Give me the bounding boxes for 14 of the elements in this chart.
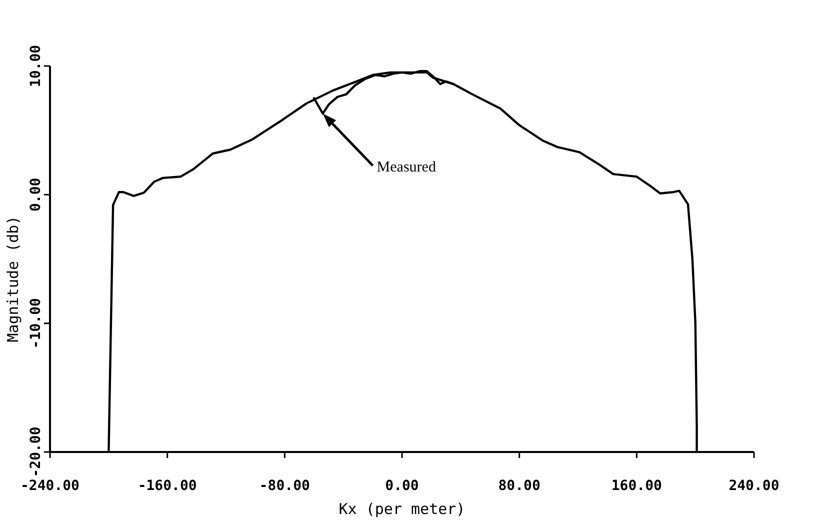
y-tick-label: 10.00: [28, 44, 44, 88]
x-axis-title: Kx (per meter): [338, 500, 466, 518]
y-axis-title: Magnitude (db): [4, 216, 22, 342]
x-tick-label: 0.00: [385, 478, 419, 494]
y-tick-label: -10.00: [28, 298, 44, 349]
y-tick-label: -20.00: [28, 426, 44, 478]
x-tick-label: -240.00: [20, 478, 80, 494]
x-tick-label: 240.00: [728, 478, 780, 494]
x-tick-label: 160.00: [611, 478, 662, 494]
annotation: Measured: [376, 160, 436, 176]
y-tick-label: 0.00: [28, 178, 44, 212]
x-tick-label: -80.00: [259, 478, 310, 494]
x-tick-label: -160.00: [138, 478, 197, 494]
x-tick-label: 80.00: [498, 478, 540, 494]
